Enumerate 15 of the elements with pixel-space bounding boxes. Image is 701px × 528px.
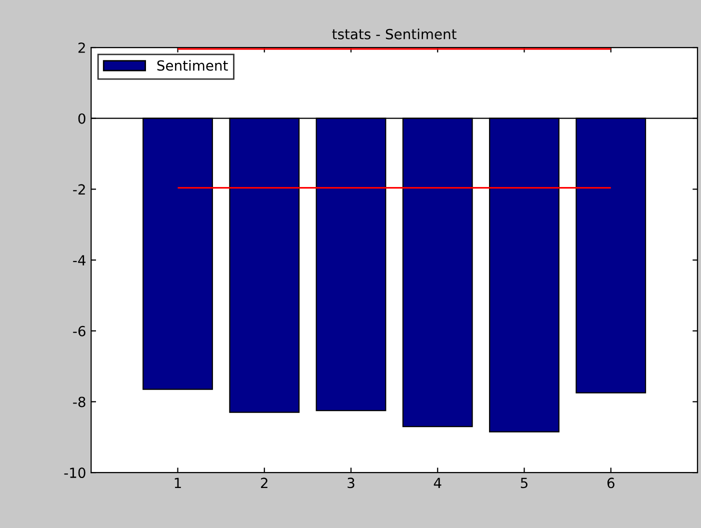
y-tick-label: -8 xyxy=(73,396,86,408)
legend-label: Sentiment xyxy=(157,60,228,71)
x-tick-label: 2 xyxy=(260,478,268,488)
x-tick-label: 3 xyxy=(348,478,354,488)
chart-title: tstats - Sentiment xyxy=(332,28,456,40)
x-tick-label: 6 xyxy=(607,478,614,488)
x-tick-label: 1 xyxy=(174,478,181,488)
x-tick-label: 4 xyxy=(434,478,442,488)
y-tick-label: -10 xyxy=(64,468,86,478)
y-tick-label: 2 xyxy=(78,42,85,53)
y-tick-label: -2 xyxy=(73,184,85,194)
y-tick-label: -4 xyxy=(73,255,86,266)
y-tick-label: 0 xyxy=(78,113,86,124)
x-tick-label: 5 xyxy=(520,478,528,488)
y-tick-label: -6 xyxy=(73,326,86,336)
